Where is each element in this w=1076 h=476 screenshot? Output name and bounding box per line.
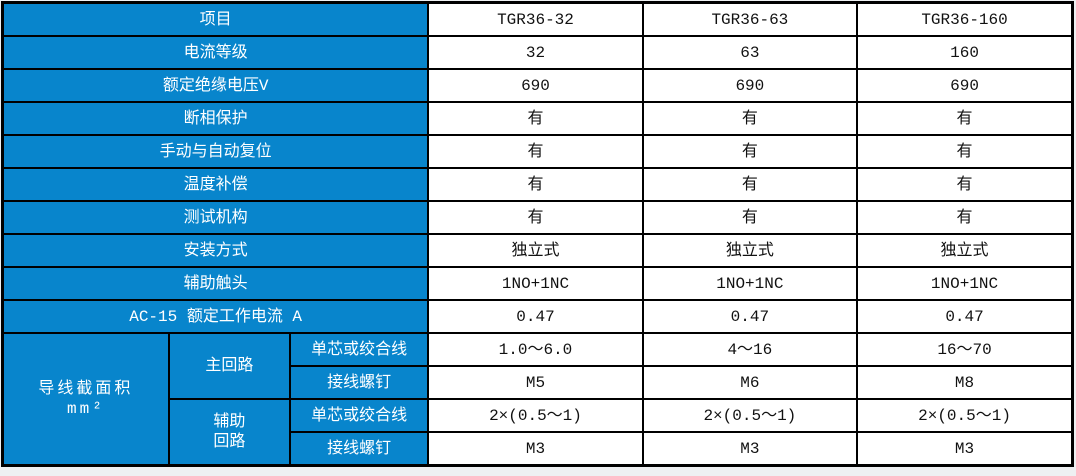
row-label-test-mechanism: 测试机构: [1, 200, 430, 235]
table-row: 辅助 回路 单芯或绞合线 2×(0.5～1) 2×(0.5～1) 2×(0.5～…: [3, 398, 1074, 467]
cell-value: M3: [856, 431, 1074, 467]
cell-value: 独立式: [856, 233, 1074, 268]
column-header-model-3: TGR36-160: [856, 1, 1074, 37]
cell-value: M3: [641, 431, 859, 467]
cell-value: 有: [641, 101, 859, 136]
cell-value: 有: [427, 134, 644, 169]
row-label-mounting-type: 安装方式: [1, 233, 430, 268]
table-row: 安装方式 独立式 独立式 独立式: [1, 233, 1074, 268]
row-label-phase-failure-protection: 断相保护: [1, 101, 430, 136]
cell-value: M6: [641, 365, 859, 400]
cell-value: 有: [856, 200, 1074, 235]
table-row: 接线螺钉 M3 M3 M3: [3, 431, 1074, 467]
cell-value: 0.47: [427, 299, 644, 334]
cell-value: 2×(0.5～1): [856, 398, 1074, 433]
row-label-single-or-stranded-wire: 单芯或绞合线: [289, 398, 430, 433]
table-row: 辅助触头 1NO+1NC 1NO+1NC 1NO+1NC: [1, 266, 1074, 301]
cell-value: 有: [641, 134, 859, 169]
cell-value: 有: [856, 101, 1074, 136]
cell-value: 独立式: [427, 233, 644, 268]
cell-value: 4～16: [641, 332, 859, 367]
row-label-wire-cross-section: 导线截面积 mm²: [1, 332, 170, 467]
table-row: 测试机构 有 有 有: [1, 200, 1074, 235]
table-row: AC-15 额定工作电流 A 0.47 0.47 0.47: [1, 299, 1074, 334]
row-label-terminal-screw: 接线螺钉: [289, 431, 430, 467]
table-header-row: 项目 TGR36-32 TGR36-63 TGR36-160: [1, 1, 1074, 37]
column-header-item: 项目: [1, 1, 430, 37]
cell-value: 32: [427, 35, 644, 70]
cell-value: 0.47: [856, 299, 1074, 334]
row-label-temperature-compensation: 温度补偿: [1, 167, 430, 202]
table-row: 断相保护 有 有 有: [1, 101, 1074, 136]
row-label-terminal-screw: 接线螺钉: [289, 365, 430, 400]
cell-value: 1NO+1NC: [856, 266, 1074, 301]
cell-value: 0.47: [641, 299, 859, 334]
cell-value: 有: [641, 167, 859, 202]
cell-value: 有: [856, 167, 1074, 202]
spec-table: 项目 TGR36-32 TGR36-63 TGR36-160 电流等级 32 6…: [1, 1, 1074, 467]
cell-value: 2×(0.5～1): [427, 398, 644, 433]
cell-value: 有: [427, 200, 644, 235]
cell-value: 1.0～6.0: [427, 332, 644, 367]
cell-value: 690: [427, 68, 644, 103]
cell-value: M5: [427, 365, 644, 400]
row-label-auxiliary-circuit: 辅助 回路: [167, 398, 292, 467]
table-row: 接线螺钉 M5 M6 M8: [3, 365, 1074, 400]
row-label-manual-auto-reset: 手动与自动复位: [1, 134, 430, 169]
cell-value: 63: [641, 35, 859, 70]
cell-value: 690: [641, 68, 859, 103]
row-label-current-rating: 电流等级: [1, 35, 430, 70]
cell-value: 1NO+1NC: [641, 266, 859, 301]
row-label-insulation-voltage: 额定绝缘电压V: [1, 68, 430, 103]
column-header-model-2: TGR36-63: [641, 1, 859, 37]
cell-value: 有: [856, 134, 1074, 169]
row-label-auxiliary-contacts: 辅助触头: [1, 266, 430, 301]
cell-value: 160: [856, 35, 1074, 70]
cell-value: 16～70: [856, 332, 1074, 367]
cell-value: 有: [641, 200, 859, 235]
cell-value: M3: [427, 431, 644, 467]
cell-value: 1NO+1NC: [427, 266, 644, 301]
table-row: 手动与自动复位 有 有 有: [1, 134, 1074, 169]
column-header-model-1: TGR36-32: [427, 1, 644, 37]
cell-value: 有: [427, 167, 644, 202]
table-row: 导线截面积 mm² 主回路 单芯或绞合线 1.0～6.0 4～16 16～70: [1, 332, 1074, 467]
cell-value: M8: [856, 365, 1074, 400]
row-label-main-circuit: 主回路: [167, 332, 292, 400]
table-row: 电流等级 32 63 160: [1, 35, 1074, 70]
table-row: 温度补偿 有 有 有: [1, 167, 1074, 202]
cell-value: 2×(0.5～1): [641, 398, 859, 433]
row-label-single-or-stranded-wire: 单芯或绞合线: [289, 332, 430, 367]
table-row: 额定绝缘电压V 690 690 690: [1, 68, 1074, 103]
cell-value: 有: [427, 101, 644, 136]
row-label-ac15-rated-current: AC-15 额定工作电流 A: [1, 299, 430, 334]
cell-value: 690: [856, 68, 1074, 103]
cell-value: 独立式: [641, 233, 859, 268]
